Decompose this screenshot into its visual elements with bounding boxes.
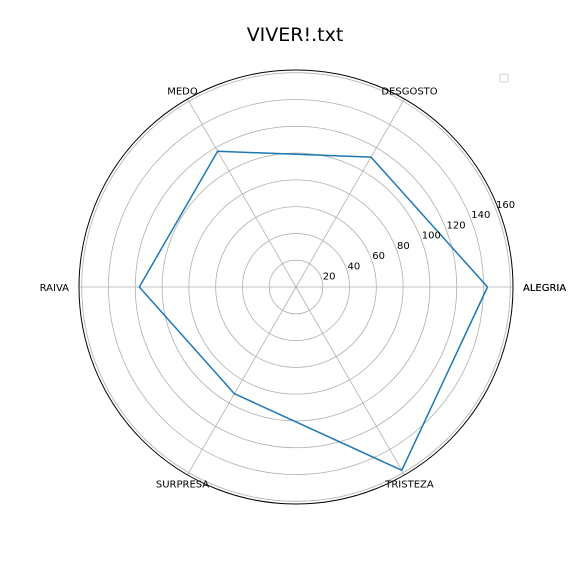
r-tick-label: 160 [496,200,515,211]
radial-gridline-circle [242,233,350,341]
category-label: DESGOSTO [381,86,437,97]
category-label: ALEGRIA [523,283,566,294]
category-label: ALEGRIA [523,283,566,294]
radial-gridline-circle [188,179,404,395]
radial-gridline [187,98,297,288]
r-tick-label: 20 [323,272,336,283]
radial-gridline-circle [161,152,431,422]
r-tick-label: 40 [348,261,361,272]
chart-title: VIVER!.txt [247,24,344,46]
category-label: RAIVA [40,283,70,294]
radial-gridline [187,286,297,476]
radial-gridline-circle [134,125,458,449]
category-label: TRISTEZA [384,480,434,491]
radial-gridline-circle [268,259,324,315]
label-layer: 20 40 60 80 100 120 140 160 ALEGRIA DESGOSTO MEDO R… [40,86,567,490]
r-tick-label: 120 [447,220,466,231]
radial-gridline [295,286,405,476]
grid-layer [78,69,514,505]
radial-gridline-circle [108,99,484,475]
legend-box [499,73,509,83]
r-tick-label: 80 [397,241,410,252]
r-tick-label: 100 [422,231,441,242]
series-layer [138,150,489,472]
category-label: SURPRESA [156,480,209,491]
series-line [138,150,489,472]
r-tick-label: 60 [372,251,385,262]
polar-frame [78,69,514,505]
radial-gridline [295,98,405,288]
r-tick-label: 140 [471,210,490,221]
category-label: MEDO [167,86,198,97]
radial-gridline-circle [81,72,511,502]
radial-gridline-circle [215,206,377,368]
